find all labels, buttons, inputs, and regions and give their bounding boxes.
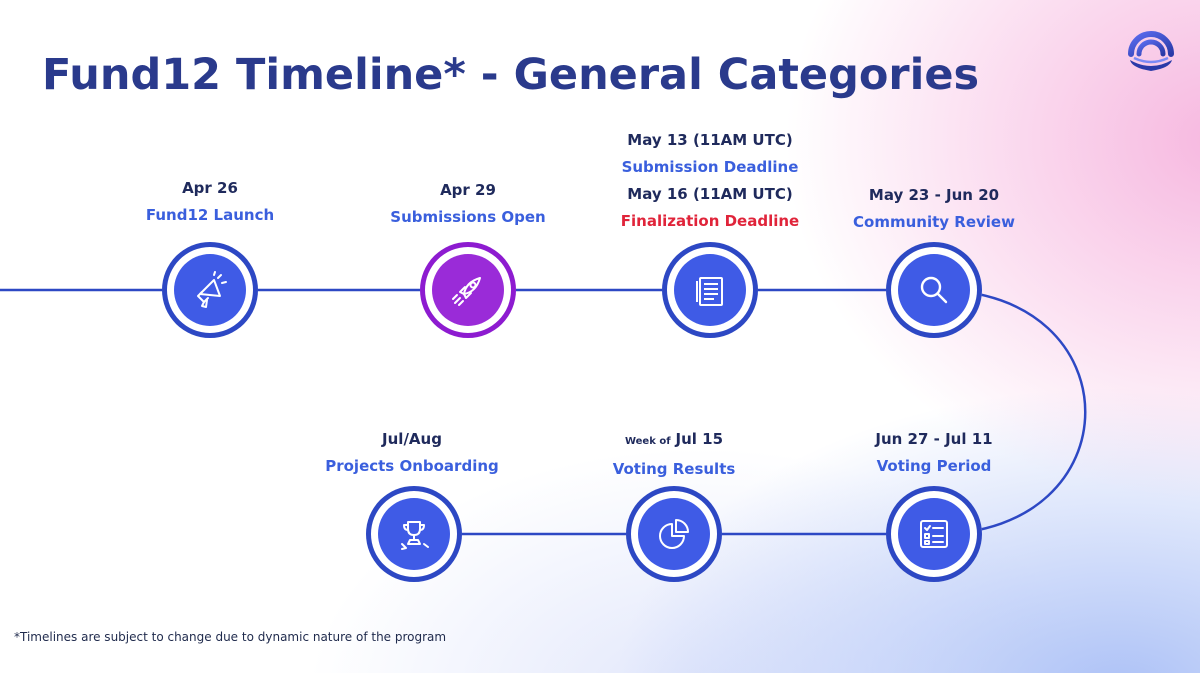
milestone-node <box>366 486 462 582</box>
rocket-icon <box>452 277 481 306</box>
milestone-label: Voting Period <box>876 457 992 475</box>
milestone-date-prefix: Week of <box>624 436 671 447</box>
milestone-fund12-launch: Apr 26 Fund12 Launch <box>80 178 340 225</box>
milestone-date: Week of Jul 15 <box>544 429 804 452</box>
ballot-checklist-icon <box>920 520 948 548</box>
milestone-label: Fund12 Launch <box>145 206 275 224</box>
milestone-community-review: May 23 - Jun 20 Community Review <box>804 185 1064 232</box>
milestone-date-value: Jul 15 <box>675 430 724 448</box>
trophy-icon <box>401 521 429 550</box>
milestone-label: Voting Results <box>612 460 736 478</box>
milestone-voting-results: Week of Jul 15 Voting Results <box>544 429 804 479</box>
milestone-node <box>420 242 516 338</box>
milestone-date: Apr 29 <box>440 181 496 199</box>
milestone-date: Jul/Aug <box>382 430 442 448</box>
milestone-date-secondary: May 16 (11AM UTC) <box>627 185 793 203</box>
milestone-voting-period: Jun 27 - Jul 11 Voting Period <box>804 429 1064 476</box>
footnote: *Timelines are subject to change due to … <box>14 630 447 644</box>
milestone-label: Community Review <box>853 213 1015 231</box>
milestone-submissions-open: Apr 29 Submissions Open <box>338 180 598 227</box>
milestone-projects-onboarding: Jul/Aug Projects Onboarding <box>282 429 542 476</box>
milestone-label: Submission Deadline <box>621 158 799 176</box>
milestone-label-secondary: Finalization Deadline <box>620 212 800 230</box>
milestone-date: Jun 27 - Jul 11 <box>875 430 993 448</box>
milestone-date: Apr 26 <box>182 179 238 197</box>
milestone-node <box>626 486 722 582</box>
milestone-node <box>886 242 982 338</box>
milestone-submission-deadline: May 13 (11AM UTC) Submission Deadline Ma… <box>580 130 840 231</box>
pie-chart-icon <box>659 519 689 549</box>
magnifier-icon <box>920 276 948 304</box>
milestone-date: May 23 - Jun 20 <box>868 186 1000 204</box>
milestone-label: Submissions Open <box>390 208 546 226</box>
megaphone-icon <box>197 271 227 308</box>
milestone-label: Projects Onboarding <box>325 457 499 475</box>
document-icon <box>696 277 723 306</box>
milestone-node <box>886 486 982 582</box>
milestone-date: May 13 (11AM UTC) <box>627 131 793 149</box>
milestone-node <box>162 242 258 338</box>
catalyst-logo-icon <box>1128 31 1174 71</box>
page-title: Fund12 Timeline* - General Categories <box>42 50 980 100</box>
milestone-node <box>662 242 758 338</box>
